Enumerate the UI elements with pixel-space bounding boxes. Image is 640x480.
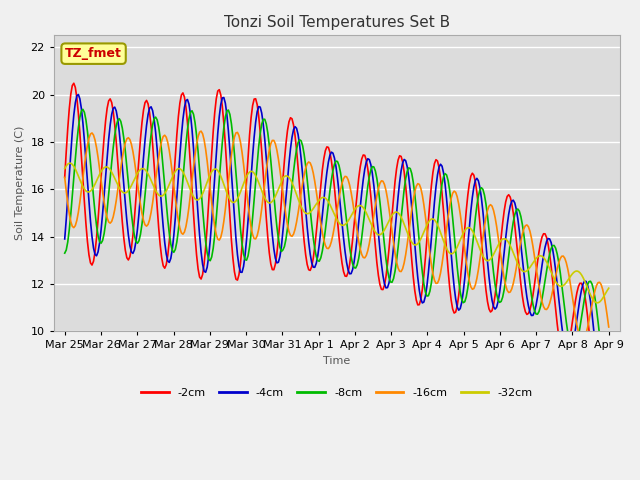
-4cm: [225, 128, 232, 133]
-8cm: [129, 223, 137, 229]
-32cm: [61, 166, 68, 171]
-8cm: [225, 107, 232, 113]
-32cm: [593, 300, 600, 306]
-4cm: [74, 92, 82, 97]
-32cm: [605, 285, 612, 291]
Line: -2cm: -2cm: [65, 83, 609, 412]
-2cm: [61, 175, 68, 180]
-8cm: [79, 107, 87, 112]
-16cm: [243, 189, 250, 194]
-8cm: [252, 178, 259, 184]
-16cm: [605, 324, 612, 330]
-32cm: [252, 173, 259, 179]
-4cm: [600, 402, 608, 408]
Text: TZ_fmet: TZ_fmet: [65, 47, 122, 60]
-2cm: [605, 368, 612, 373]
Line: -32cm: -32cm: [65, 163, 609, 303]
-16cm: [300, 172, 308, 178]
-32cm: [243, 173, 250, 179]
-16cm: [576, 334, 584, 340]
Line: -4cm: -4cm: [65, 95, 609, 405]
-8cm: [243, 257, 250, 263]
-8cm: [576, 324, 584, 330]
Line: -8cm: -8cm: [65, 109, 609, 394]
-16cm: [127, 141, 135, 147]
Line: -16cm: -16cm: [65, 131, 609, 340]
-16cm: [197, 128, 205, 134]
-2cm: [597, 409, 605, 415]
-4cm: [576, 296, 584, 301]
-2cm: [300, 238, 308, 244]
-8cm: [300, 151, 308, 157]
-4cm: [252, 120, 259, 125]
-2cm: [243, 176, 250, 182]
-32cm: [65, 160, 73, 166]
-32cm: [129, 180, 137, 185]
-2cm: [252, 96, 259, 102]
-8cm: [605, 391, 612, 397]
-4cm: [129, 251, 137, 256]
-4cm: [243, 237, 250, 242]
Legend: -2cm, -4cm, -8cm, -16cm, -32cm: -2cm, -4cm, -8cm, -16cm, -32cm: [137, 384, 537, 403]
-2cm: [576, 280, 584, 286]
-2cm: [225, 191, 232, 196]
-4cm: [605, 392, 612, 397]
Y-axis label: Soil Temperature (C): Soil Temperature (C): [15, 126, 25, 240]
-16cm: [579, 337, 587, 343]
-8cm: [61, 250, 68, 256]
-32cm: [300, 209, 308, 215]
-2cm: [70, 80, 77, 86]
-16cm: [61, 175, 68, 180]
-4cm: [61, 236, 68, 242]
Title: Tonzi Soil Temperatures Set B: Tonzi Soil Temperatures Set B: [223, 15, 450, 30]
-2cm: [129, 232, 137, 238]
X-axis label: Time: Time: [323, 356, 350, 366]
-32cm: [225, 194, 232, 200]
-4cm: [300, 189, 308, 195]
-32cm: [576, 270, 584, 276]
-16cm: [252, 236, 259, 242]
-16cm: [225, 179, 232, 184]
